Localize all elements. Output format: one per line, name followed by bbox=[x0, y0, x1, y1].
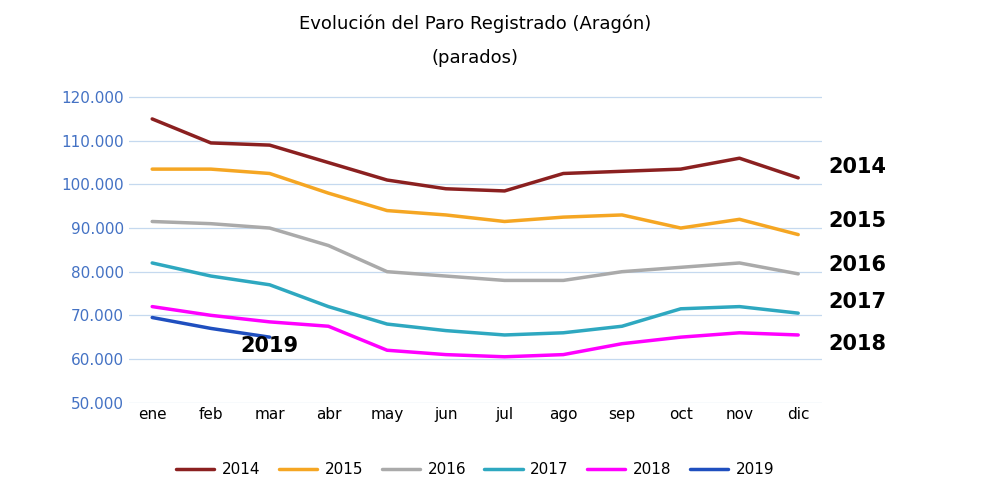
2018 bbox=[616, 341, 628, 347]
Text: 2019: 2019 bbox=[241, 336, 299, 356]
2014 bbox=[440, 186, 451, 191]
2018 bbox=[205, 312, 217, 318]
2017 bbox=[557, 330, 569, 336]
2015 bbox=[616, 212, 628, 218]
2018 bbox=[381, 347, 393, 353]
2016 bbox=[323, 243, 335, 248]
2017 bbox=[675, 306, 687, 312]
2014 bbox=[792, 175, 804, 181]
Text: 2015: 2015 bbox=[829, 212, 887, 231]
2015 bbox=[440, 212, 451, 218]
Text: (parados): (parados) bbox=[432, 49, 519, 67]
2018 bbox=[263, 319, 275, 325]
2015 bbox=[381, 208, 393, 214]
Legend: 2014, 2015, 2016, 2017, 2018, 2019: 2014, 2015, 2016, 2017, 2018, 2019 bbox=[170, 456, 780, 483]
2015 bbox=[734, 217, 745, 222]
Text: 2014: 2014 bbox=[829, 157, 887, 177]
Line: 2019: 2019 bbox=[152, 318, 269, 337]
2016 bbox=[440, 273, 451, 279]
2019 bbox=[263, 334, 275, 340]
Text: Evolución del Paro Registrado (Aragón): Evolución del Paro Registrado (Aragón) bbox=[299, 15, 651, 33]
2016 bbox=[557, 277, 569, 283]
Text: 2016: 2016 bbox=[829, 255, 887, 275]
2015 bbox=[147, 166, 158, 172]
2014 bbox=[381, 177, 393, 183]
2014 bbox=[147, 116, 158, 122]
2016 bbox=[734, 260, 745, 266]
2018 bbox=[675, 334, 687, 340]
2015 bbox=[675, 225, 687, 231]
2017 bbox=[499, 332, 511, 338]
2017 bbox=[323, 303, 335, 309]
Line: 2016: 2016 bbox=[152, 221, 798, 280]
2015 bbox=[792, 232, 804, 238]
2018 bbox=[440, 352, 451, 357]
Line: 2014: 2014 bbox=[152, 119, 798, 191]
2015 bbox=[205, 166, 217, 172]
Line: 2018: 2018 bbox=[152, 306, 798, 357]
Line: 2015: 2015 bbox=[152, 169, 798, 235]
2017 bbox=[263, 282, 275, 288]
2017 bbox=[734, 303, 745, 309]
2018 bbox=[792, 332, 804, 338]
2017 bbox=[792, 310, 804, 316]
2017 bbox=[616, 323, 628, 329]
2017 bbox=[440, 327, 451, 333]
2018 bbox=[557, 352, 569, 357]
2014 bbox=[205, 140, 217, 146]
2014 bbox=[557, 170, 569, 176]
Text: 2017: 2017 bbox=[829, 292, 887, 312]
2019 bbox=[205, 326, 217, 331]
2016 bbox=[792, 271, 804, 277]
2015 bbox=[263, 170, 275, 176]
2014 bbox=[323, 160, 335, 165]
2018 bbox=[499, 354, 511, 360]
2014 bbox=[734, 155, 745, 161]
2015 bbox=[323, 190, 335, 196]
2014 bbox=[675, 166, 687, 172]
2014 bbox=[263, 142, 275, 148]
2018 bbox=[323, 323, 335, 329]
2014 bbox=[499, 188, 511, 194]
2019 bbox=[147, 315, 158, 321]
2016 bbox=[616, 269, 628, 274]
2017 bbox=[147, 260, 158, 266]
2016 bbox=[147, 218, 158, 224]
2016 bbox=[499, 277, 511, 283]
2017 bbox=[381, 321, 393, 327]
2016 bbox=[263, 225, 275, 231]
Line: 2017: 2017 bbox=[152, 263, 798, 335]
2015 bbox=[557, 214, 569, 220]
Text: 2018: 2018 bbox=[829, 334, 887, 354]
2015 bbox=[499, 218, 511, 224]
2018 bbox=[147, 303, 158, 309]
2016 bbox=[381, 269, 393, 274]
2014 bbox=[616, 168, 628, 174]
2016 bbox=[205, 221, 217, 227]
2018 bbox=[734, 330, 745, 336]
2017 bbox=[205, 273, 217, 279]
2016 bbox=[675, 264, 687, 270]
